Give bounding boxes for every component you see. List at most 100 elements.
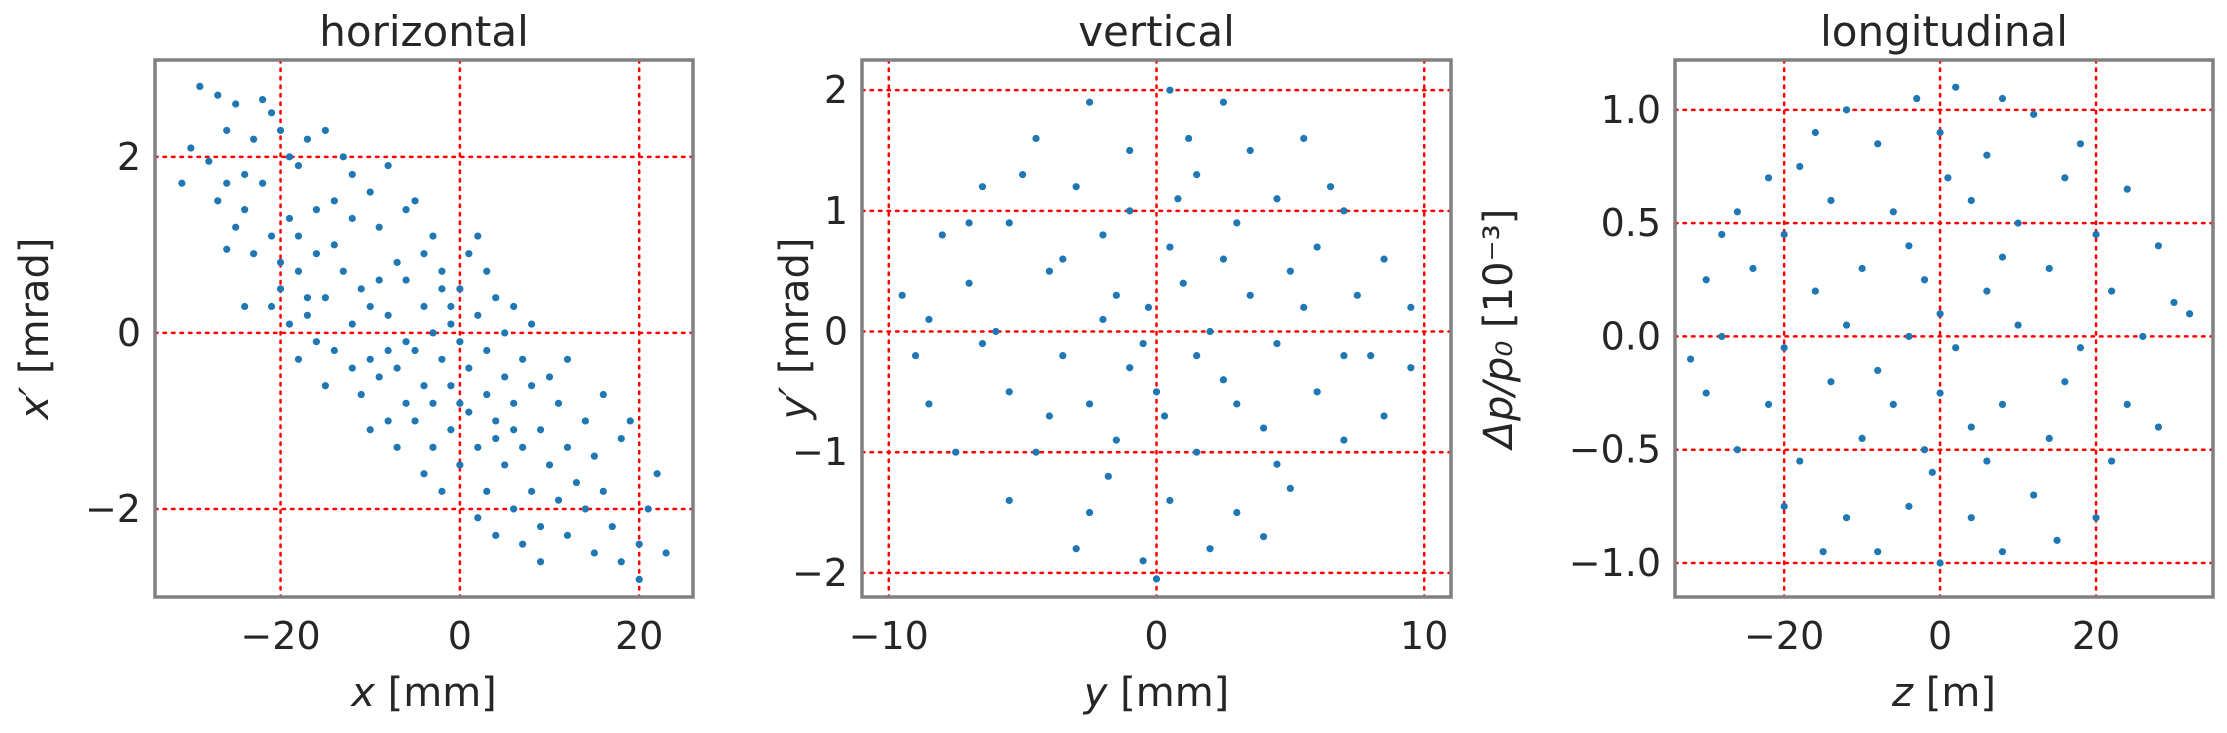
data-point xyxy=(1780,230,1788,239)
data-point xyxy=(1936,559,1944,567)
data-point xyxy=(492,434,500,443)
data-point xyxy=(411,197,419,205)
data-point xyxy=(510,399,518,407)
data-point xyxy=(626,417,634,425)
data-point xyxy=(2170,298,2178,307)
data-point xyxy=(1796,162,1804,171)
data-point xyxy=(898,291,906,299)
data-point xyxy=(1380,255,1388,263)
data-point xyxy=(510,426,518,434)
data-point xyxy=(581,417,590,425)
data-point xyxy=(563,443,572,451)
axes-frame xyxy=(860,58,1453,599)
x-tick-label: −20 xyxy=(240,614,320,658)
data-point xyxy=(447,302,455,311)
data-point xyxy=(1286,267,1294,275)
data-point xyxy=(1005,388,1013,396)
y-tick-label: 0 xyxy=(117,311,141,355)
data-point xyxy=(1952,83,1960,91)
data-point xyxy=(294,267,303,275)
data-point xyxy=(214,91,222,99)
data-point xyxy=(1160,412,1169,420)
data-point xyxy=(1300,134,1308,143)
data-point xyxy=(384,417,392,425)
data-point xyxy=(465,408,473,416)
data-point xyxy=(536,426,545,434)
data-point xyxy=(1233,400,1241,408)
data-point xyxy=(554,399,563,407)
y-tick-label: 0 xyxy=(824,310,848,354)
data-point xyxy=(938,231,946,239)
data-point xyxy=(1686,355,1695,363)
y-tick-label: −1 xyxy=(792,430,848,474)
data-point xyxy=(429,329,437,337)
data-point xyxy=(1913,94,1921,103)
data-point xyxy=(267,109,276,117)
data-point xyxy=(563,531,572,539)
data-point xyxy=(276,258,285,267)
data-point xyxy=(321,382,329,390)
data-point xyxy=(1340,352,1348,360)
data-point xyxy=(178,179,186,187)
data-point xyxy=(312,206,320,214)
data-point xyxy=(965,279,973,287)
data-point xyxy=(1928,468,1936,476)
data-point xyxy=(501,373,509,381)
data-point xyxy=(1944,174,1952,182)
chart-title: longitudinal xyxy=(1820,7,2068,56)
x-tick-label: 20 xyxy=(2072,614,2120,658)
data-point xyxy=(205,157,213,165)
data-point xyxy=(223,126,231,135)
data-point xyxy=(1313,388,1321,396)
data-point xyxy=(375,223,383,231)
data-point xyxy=(474,232,482,240)
scatter-points xyxy=(1686,83,2194,567)
data-point xyxy=(420,250,428,258)
data-point xyxy=(2154,423,2163,431)
data-point xyxy=(2092,230,2100,239)
data-point xyxy=(259,96,267,104)
data-point xyxy=(285,320,294,328)
data-point xyxy=(1353,291,1361,299)
data-point xyxy=(214,197,222,205)
data-point xyxy=(1085,508,1094,517)
data-point xyxy=(1842,106,1851,114)
data-point xyxy=(285,153,294,161)
chart-title: vertical xyxy=(1078,7,1235,56)
data-point xyxy=(2061,378,2069,386)
data-point xyxy=(330,346,338,355)
data-point xyxy=(1983,457,1991,465)
data-point xyxy=(965,219,973,227)
data-point xyxy=(635,575,643,583)
data-point xyxy=(2186,310,2194,318)
data-point xyxy=(1152,388,1161,396)
data-point xyxy=(259,179,267,187)
data-point xyxy=(1842,321,1851,329)
data-point xyxy=(1059,352,1067,360)
data-point xyxy=(1936,310,1944,318)
data-point xyxy=(1718,332,1726,341)
data-point xyxy=(510,302,518,311)
data-point xyxy=(1259,533,1268,541)
data-point xyxy=(653,470,661,478)
data-point xyxy=(1764,400,1773,409)
data-point xyxy=(1827,196,1835,205)
data-point xyxy=(1733,446,1741,454)
y-tick-label: 2 xyxy=(117,135,141,179)
data-point xyxy=(402,399,410,407)
data-point xyxy=(294,162,303,170)
data-point xyxy=(1193,448,1201,456)
data-point xyxy=(1166,496,1174,505)
data-point xyxy=(1174,195,1182,203)
data-point xyxy=(1259,424,1268,432)
data-point xyxy=(303,135,312,143)
data-point xyxy=(1112,436,1120,444)
data-point xyxy=(1139,339,1147,348)
data-point xyxy=(375,276,383,284)
data-point xyxy=(483,346,491,355)
data-point xyxy=(241,302,249,311)
data-point xyxy=(978,183,987,191)
data-point xyxy=(438,487,446,495)
data-point xyxy=(348,320,356,328)
